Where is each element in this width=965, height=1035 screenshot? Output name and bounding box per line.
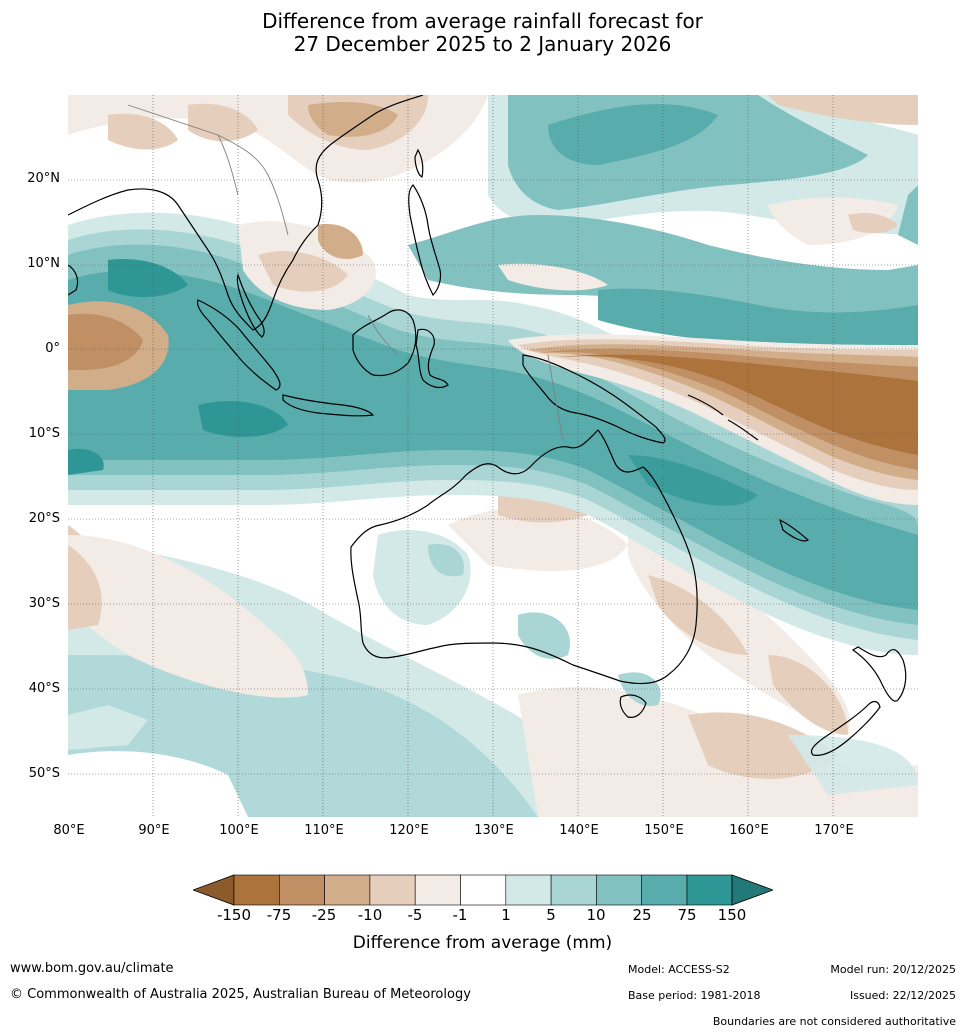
colorbar: [191, 874, 775, 906]
lat-label-30s: 30°S: [28, 596, 60, 611]
cbar-tick-minus75: -75: [266, 906, 292, 924]
lat-label-10s: 10°S: [28, 426, 60, 441]
cbar-tick-1: 1: [501, 906, 511, 924]
country-borders: [127, 104, 564, 441]
colorbar-bin-5: [414, 874, 461, 906]
colorbar-high-extend: [731, 874, 775, 906]
model-run-text: Model run: 20/12/2025: [830, 963, 956, 976]
website-link[interactable]: www.bom.gov.au/climate: [10, 961, 174, 976]
equatorial-pacific-dry: [508, 334, 918, 505]
lat-label-20n: 20°N: [27, 171, 60, 186]
lat-label-10n: 10°N: [27, 256, 60, 271]
cbar-tick-minus1: -1: [452, 906, 468, 924]
southern-ocean-shading: [68, 525, 918, 817]
cbar-tick-75: 75: [677, 906, 697, 924]
lon-label-140e: 140°E: [559, 823, 599, 838]
australia-interior-shading: [373, 530, 661, 706]
colorbar-title: Difference from average (mm): [352, 933, 613, 953]
taiwan-coastline: [414, 148, 424, 178]
base-period-text: Base period: 1981-2018: [628, 989, 761, 1002]
new-guinea-coastline: [522, 354, 666, 444]
cbar-tick-minus5: -5: [407, 906, 423, 924]
lon-label-150e: 150°E: [644, 823, 684, 838]
lon-label-80e: 80°E: [53, 823, 85, 838]
borneo-coastline: [352, 309, 417, 377]
lon-label-120e: 120°E: [389, 823, 429, 838]
colorbar-low-extend: [191, 874, 235, 906]
colorbar-bin-4: [369, 874, 416, 906]
colorbar-bin-10: [641, 874, 688, 906]
model-text: Model: ACCESS-S2: [628, 963, 730, 976]
graticule: [68, 95, 918, 817]
lat-label-50s: 50°S: [28, 766, 60, 781]
lat-label-40s: 40°S: [28, 681, 60, 696]
india-coastline: [68, 264, 79, 296]
colorbar-bin-7: [505, 874, 552, 906]
colorbar-bin-2: [279, 874, 325, 906]
cbar-tick-5: 5: [546, 906, 556, 924]
new-caledonia-coastline: [779, 518, 810, 542]
disclaimer-text: Boundaries are not considered authoritat…: [712, 1015, 956, 1028]
cbar-tick-25: 25: [632, 906, 652, 924]
coastlines: [68, 95, 907, 756]
cbar-tick-150: 150: [717, 906, 747, 924]
lon-label-160e: 160°E: [729, 823, 769, 838]
dry-anomaly-regions: [68, 491, 850, 735]
australia-coastline: [350, 429, 698, 685]
sumatra-coastline: [196, 299, 281, 391]
title-line-1: Difference from average rainfall forecas…: [262, 9, 703, 33]
lat-label-0: 0°: [45, 341, 60, 356]
sulawesi-coastline: [415, 328, 449, 389]
cbar-tick-minus25: -25: [311, 906, 337, 924]
cbar-tick-minus10: -10: [357, 906, 383, 924]
colorbar-bin-1: [233, 874, 280, 906]
colorbar-bin-9: [596, 874, 642, 906]
north-dry-patches: [68, 95, 918, 310]
lon-label-90e: 90°E: [138, 823, 170, 838]
rainfall-anomaly-map: [68, 95, 918, 817]
solomon-islands-coastline: [687, 394, 759, 441]
lon-label-170e: 170°E: [814, 823, 854, 838]
issued-text: Issued: 22/12/2025: [849, 989, 956, 1002]
colorbar-bin-11: [686, 874, 733, 906]
java-coastline: [282, 394, 375, 417]
philippines-coastline: [408, 184, 442, 297]
cbar-tick-10: 10: [586, 906, 606, 924]
lon-label-110e: 110°E: [304, 823, 344, 838]
copyright-text: © Commonwealth of Australia 2025, Austra…: [10, 987, 471, 1002]
title-line-2: 27 December 2025 to 2 January 2026: [293, 32, 672, 56]
cbar-tick-minus150: -150: [216, 906, 252, 924]
map-title: Difference from average rainfall forecas…: [0, 10, 965, 56]
tasmania-coastline: [619, 694, 647, 718]
colorbar-bin-3: [324, 874, 371, 906]
lat-label-20s: 20°S: [28, 511, 60, 526]
colorbar-bin-6: [460, 874, 507, 906]
nz-south-island-coastline: [810, 700, 881, 756]
west-indian-dry: [68, 301, 169, 390]
lon-label-100e: 100°E: [219, 823, 259, 838]
nz-north-island-coastline: [851, 646, 907, 702]
colorbar-bin-8: [550, 874, 597, 906]
se-asia-coastline: [68, 95, 424, 331]
lon-label-130e: 130°E: [474, 823, 514, 838]
malay-peninsula-coastline: [236, 273, 265, 338]
